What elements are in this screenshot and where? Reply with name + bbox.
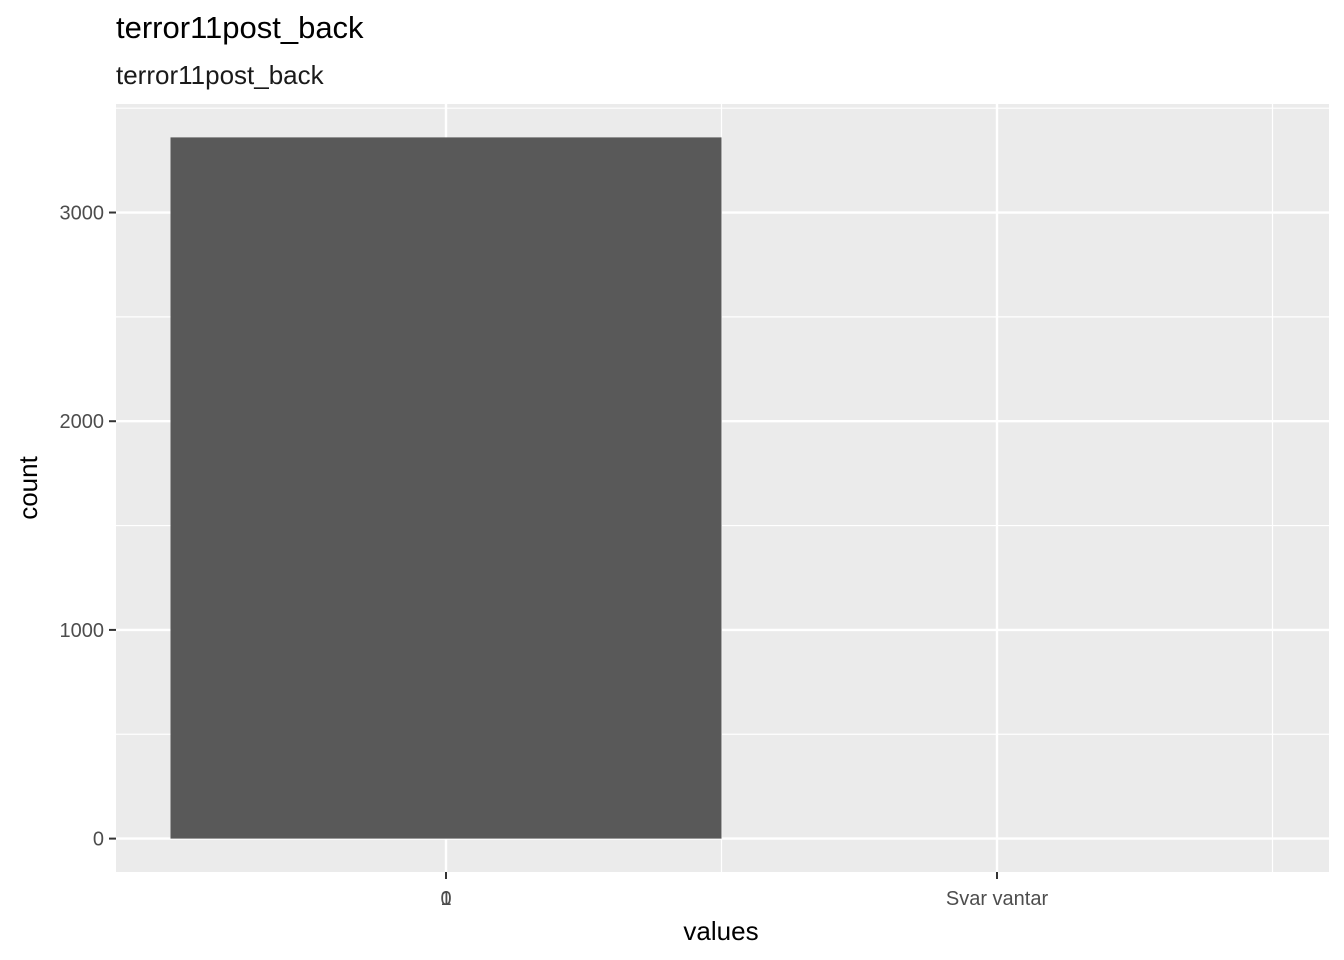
chart-title: terror11post_back	[116, 10, 364, 45]
x-axis: 01 Svar vantar	[440, 872, 1048, 910]
y-axis-title: count	[13, 455, 43, 519]
chart-subtitle: terror11post_back	[116, 60, 324, 90]
bars	[170, 137, 722, 839]
y-tick-label: 0	[93, 829, 104, 851]
x-tick-label: 0	[440, 888, 451, 910]
x-tick-label: 1	[440, 888, 451, 910]
y-axis: 0 1000 2000 3000	[60, 203, 116, 851]
x-tick-label: Svar vantar	[946, 888, 1049, 910]
bar	[170, 137, 722, 839]
x-axis-title: values	[683, 916, 758, 946]
y-tick-label: 3000	[60, 203, 105, 225]
y-tick-label: 2000	[60, 411, 105, 433]
y-tick-label: 1000	[60, 620, 105, 642]
